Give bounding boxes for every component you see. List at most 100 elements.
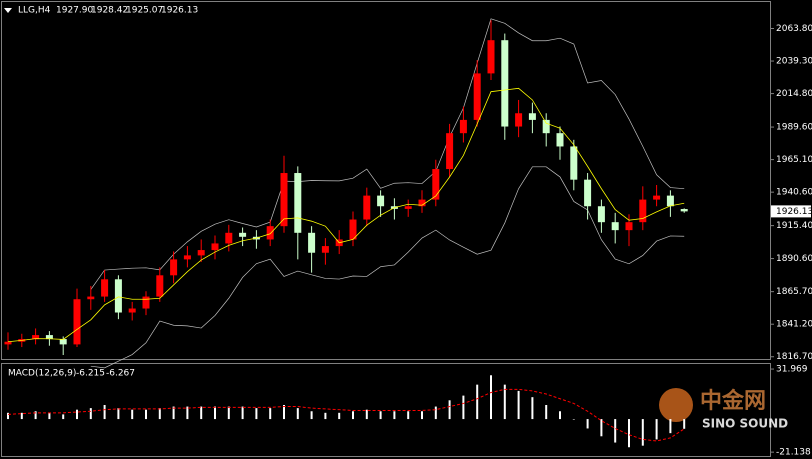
macd-bar (103, 404, 106, 420)
candle-body (570, 146, 578, 180)
macd-bar (324, 412, 327, 420)
candle-body (197, 250, 205, 256)
macd-bar (490, 375, 492, 420)
y-tick-label: 1940.60 (776, 188, 812, 198)
macd-bar (586, 419, 589, 429)
open-text: 1927.90 (56, 6, 93, 16)
macd-title: MACD(12,26,9) (8, 369, 76, 379)
candle-body (680, 209, 688, 212)
macd-bar (600, 419, 603, 437)
candle-body (114, 279, 122, 313)
candle-body (432, 169, 440, 200)
macd-bar (158, 408, 161, 420)
candle-body (225, 232, 233, 244)
bollinger-upper (90, 18, 685, 290)
y-tick-label: 1816.70 (776, 352, 812, 362)
candle-body (239, 232, 247, 237)
y-tick-label: 1890.60 (776, 254, 812, 264)
candle-body (611, 222, 619, 231)
macd-value: -6.215 (76, 369, 105, 379)
macd-bar (145, 409, 147, 420)
macd-bar (352, 411, 354, 420)
candle-body (528, 113, 536, 120)
y-tick-label: -21.138 (776, 448, 811, 458)
candle-body (639, 199, 647, 223)
candle-body (404, 206, 412, 209)
macd-bar (20, 412, 23, 420)
y-tick-label: 1841.20 (776, 320, 812, 330)
candle-body (321, 246, 329, 253)
macd-bar (379, 411, 382, 420)
y-tick-label: 2014.80 (776, 89, 812, 99)
candle-body (183, 255, 191, 260)
macd-bar (338, 412, 341, 420)
candle-body (597, 206, 605, 223)
y-tick-label: 1965.10 (776, 155, 812, 165)
macd-bar (476, 384, 479, 420)
candle-body (73, 299, 81, 345)
candle-body (142, 296, 150, 309)
macd-bar (655, 419, 658, 440)
candle-body (280, 173, 288, 227)
candle-body (542, 119, 550, 134)
logo (659, 388, 693, 422)
macd-bar (241, 406, 244, 420)
price-label-box (771, 205, 811, 218)
macd-bar (227, 406, 230, 420)
candle-body (653, 195, 661, 200)
high-text: 1928.42 (91, 6, 128, 16)
candle-body (363, 195, 371, 220)
y-tick-label: 1865.70 (776, 287, 812, 297)
candle-body (459, 119, 467, 134)
candle-body (584, 179, 592, 207)
candle-body (377, 195, 385, 207)
candle-body (87, 296, 95, 300)
macd-bar (48, 412, 51, 420)
macd-bar (76, 409, 78, 420)
candle-body (446, 133, 454, 170)
candle-body (211, 243, 219, 251)
signal-line (7, 388, 685, 442)
signal-value: -6.267 (106, 369, 135, 379)
candle-body (128, 308, 136, 313)
candle-body (556, 133, 564, 147)
macd-bar (545, 404, 548, 420)
candle-body (418, 199, 426, 207)
macd-bar (172, 406, 175, 420)
macd-bar (310, 411, 313, 420)
macd-panel (1, 363, 771, 457)
watermark-name: 中金网 (700, 388, 766, 414)
price-label: 1926.13 (776, 207, 812, 217)
candle-body (170, 259, 178, 276)
bollinger-lower (90, 166, 685, 369)
macd-bar (531, 397, 534, 420)
candle-body (4, 341, 12, 345)
symbol: LLG,H4 (18, 6, 51, 16)
menu-arrow[interactable] (4, 8, 12, 13)
candle-body (266, 226, 274, 240)
candle-body (59, 339, 67, 345)
macd-bar (559, 411, 561, 420)
candle-body (515, 113, 523, 127)
macd-bar (641, 419, 644, 446)
macd-bar (89, 408, 92, 420)
macd-bar (62, 414, 65, 420)
candle-body (501, 40, 509, 127)
macd-bar (628, 419, 630, 448)
y-tick-label: 1989.60 (776, 123, 812, 133)
macd-bar (407, 411, 410, 420)
macd-bar (296, 408, 299, 420)
macd-bar (572, 419, 575, 420)
candle-body (487, 40, 495, 74)
macd-bar (7, 412, 9, 420)
moving-average (7, 87, 685, 343)
macd-bar (365, 409, 368, 420)
low-text: 1925.07 (126, 6, 163, 16)
macd-bar (283, 404, 285, 420)
macd-bar (614, 419, 617, 443)
macd-bar (255, 408, 258, 420)
candle-body (101, 279, 109, 297)
macd-bar (34, 411, 37, 420)
